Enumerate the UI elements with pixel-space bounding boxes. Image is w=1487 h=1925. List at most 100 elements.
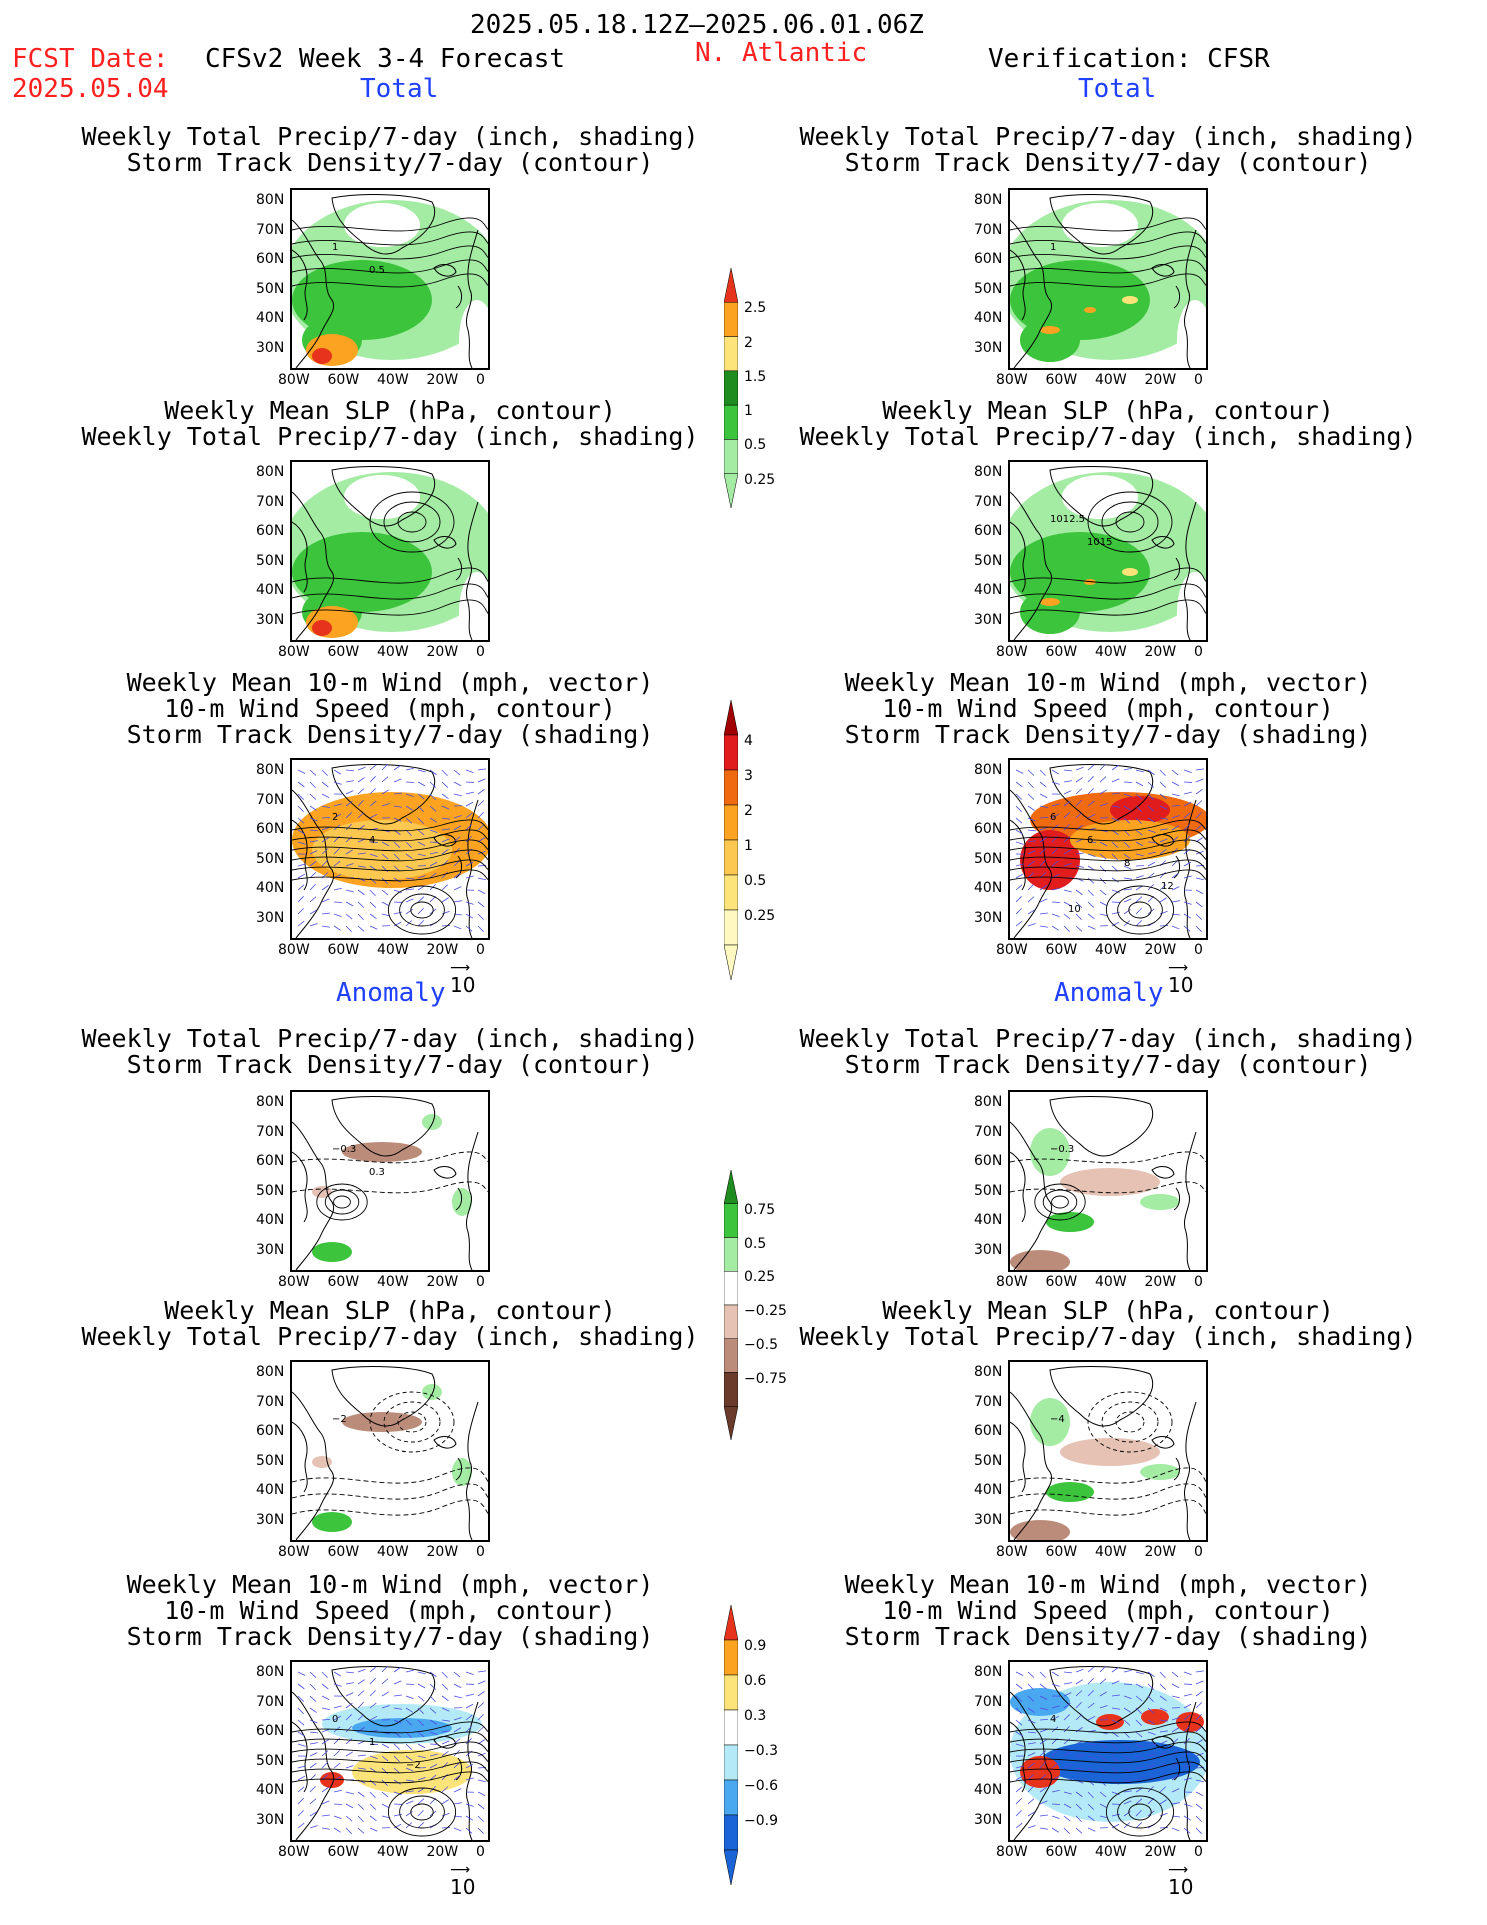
wind-vector bbox=[477, 811, 484, 819]
wind-vector bbox=[1063, 1671, 1072, 1674]
wind-vector bbox=[297, 908, 304, 915]
wind-vector bbox=[1123, 817, 1131, 824]
wind-vector bbox=[1159, 1786, 1167, 1793]
wind-vector bbox=[1039, 1800, 1048, 1805]
colorbar-tick-label: 3 bbox=[744, 768, 753, 784]
wind-vector bbox=[1195, 1690, 1203, 1697]
wind-vector bbox=[1171, 1774, 1179, 1781]
colorbar-tick-label: −0.9 bbox=[744, 1813, 778, 1829]
wind-vector bbox=[1123, 1810, 1131, 1817]
map-panel-p9: −2 bbox=[290, 1360, 490, 1542]
wind-vector bbox=[1087, 1791, 1094, 1799]
contour-ring bbox=[369, 491, 455, 553]
wind-vector bbox=[345, 780, 354, 783]
contour-line bbox=[1010, 1483, 1206, 1500]
wind-vector bbox=[465, 1726, 472, 1733]
wind-vector bbox=[1063, 1725, 1070, 1733]
wind-vector bbox=[1051, 860, 1059, 867]
wind-vector bbox=[441, 1799, 449, 1805]
wind-vector bbox=[1099, 1803, 1108, 1809]
wind-vector bbox=[1183, 925, 1191, 932]
wind-vector bbox=[1123, 1719, 1131, 1726]
wind-vector bbox=[357, 788, 365, 795]
wind-vector bbox=[369, 1690, 376, 1697]
wind-vector bbox=[477, 925, 484, 932]
wind-vector bbox=[381, 853, 389, 860]
wind-vector bbox=[465, 875, 474, 879]
wind-vector bbox=[357, 1668, 366, 1673]
wind-vector bbox=[1159, 1671, 1166, 1679]
panel-title-line: Weekly Total Precip/7-day (inch, shading… bbox=[799, 1024, 1417, 1053]
contour-label: 0.5 bbox=[369, 265, 385, 276]
wind-vector bbox=[345, 836, 353, 843]
lon-tick-label: 20W bbox=[426, 942, 459, 958]
contour-ring bbox=[324, 1189, 360, 1215]
wind-vector bbox=[321, 1707, 330, 1711]
contour-label: 2 bbox=[332, 812, 338, 823]
lon-tick-label: 20W bbox=[1144, 1274, 1177, 1290]
contour-ring bbox=[1051, 1195, 1069, 1209]
wind-vector bbox=[393, 1719, 402, 1724]
wind-vector bbox=[1015, 863, 1024, 867]
lat-tick-label: 70N bbox=[256, 1393, 285, 1410]
wind-vector bbox=[369, 1666, 377, 1673]
wind-vector bbox=[369, 1715, 378, 1721]
wind-vector bbox=[321, 1695, 330, 1700]
lat-tick-label: 50N bbox=[974, 1752, 1003, 1769]
wind-vector bbox=[1135, 896, 1143, 903]
wind-vector bbox=[1075, 1815, 1082, 1823]
wind-vector bbox=[453, 1827, 462, 1832]
wind-vector bbox=[1135, 841, 1144, 847]
lat-tick-label: 40N bbox=[974, 1782, 1003, 1798]
wind-vector bbox=[1015, 1775, 1024, 1781]
wind-vector bbox=[417, 1707, 424, 1714]
wind-vector bbox=[321, 769, 328, 776]
wind-vector bbox=[1135, 853, 1144, 857]
wind-vector bbox=[357, 1701, 364, 1709]
wind-vector bbox=[1099, 889, 1107, 896]
precip-anom-shading bbox=[1060, 1168, 1160, 1196]
colorbar-tick-label: 1 bbox=[744, 838, 753, 854]
wind-vector bbox=[309, 1731, 318, 1734]
wind-vector bbox=[1111, 1680, 1120, 1685]
wind-vector bbox=[357, 1727, 365, 1733]
lon-tick-label: 20W bbox=[1144, 1544, 1177, 1560]
wind-vector bbox=[321, 848, 329, 855]
contour-ring bbox=[1042, 1189, 1078, 1215]
lat-tick-label: 70N bbox=[974, 1393, 1003, 1410]
wind-vector bbox=[1051, 913, 1060, 918]
wind-vector bbox=[393, 841, 401, 848]
fcst-date: 2025.05.04 bbox=[12, 74, 169, 104]
land-mask bbox=[459, 572, 488, 640]
wind-vector bbox=[405, 805, 413, 811]
wind-vector bbox=[309, 872, 317, 879]
panel-title-line: Weekly Mean 10-m Wind (mph, vector) bbox=[844, 1570, 1372, 1599]
wind-vector bbox=[417, 793, 425, 800]
wind-vector bbox=[321, 1814, 330, 1817]
lon-tick-label: 80W bbox=[996, 1544, 1028, 1560]
wind-vector bbox=[1087, 800, 1095, 807]
wind-vector bbox=[429, 872, 437, 879]
wind-vector bbox=[1015, 873, 1024, 879]
lon-tick-label: 40W bbox=[377, 942, 409, 958]
land-mask bbox=[459, 300, 488, 368]
wind-vector bbox=[1039, 793, 1048, 798]
wind-vector bbox=[465, 769, 474, 773]
wind-vector bbox=[1111, 911, 1120, 915]
wind-vector bbox=[429, 1763, 438, 1769]
contour-line bbox=[1010, 231, 1206, 246]
wind-vector bbox=[297, 1765, 306, 1769]
wind-vector bbox=[345, 1738, 353, 1745]
wind-vector bbox=[1051, 1705, 1060, 1709]
lat-tick-label: 50N bbox=[974, 552, 1003, 569]
wind-vector bbox=[1135, 1707, 1142, 1714]
wind-vector bbox=[1171, 925, 1180, 930]
wind-vector bbox=[369, 901, 377, 908]
map-panel-p6: 6 6 8 12 10 bbox=[1008, 758, 1208, 940]
contour-ring bbox=[1034, 1183, 1086, 1221]
contour-ring bbox=[1105, 1787, 1175, 1837]
wind-vector bbox=[1063, 790, 1072, 795]
wind-vector bbox=[1195, 788, 1203, 795]
wind-vector bbox=[297, 817, 305, 824]
wind-vector bbox=[429, 861, 438, 867]
